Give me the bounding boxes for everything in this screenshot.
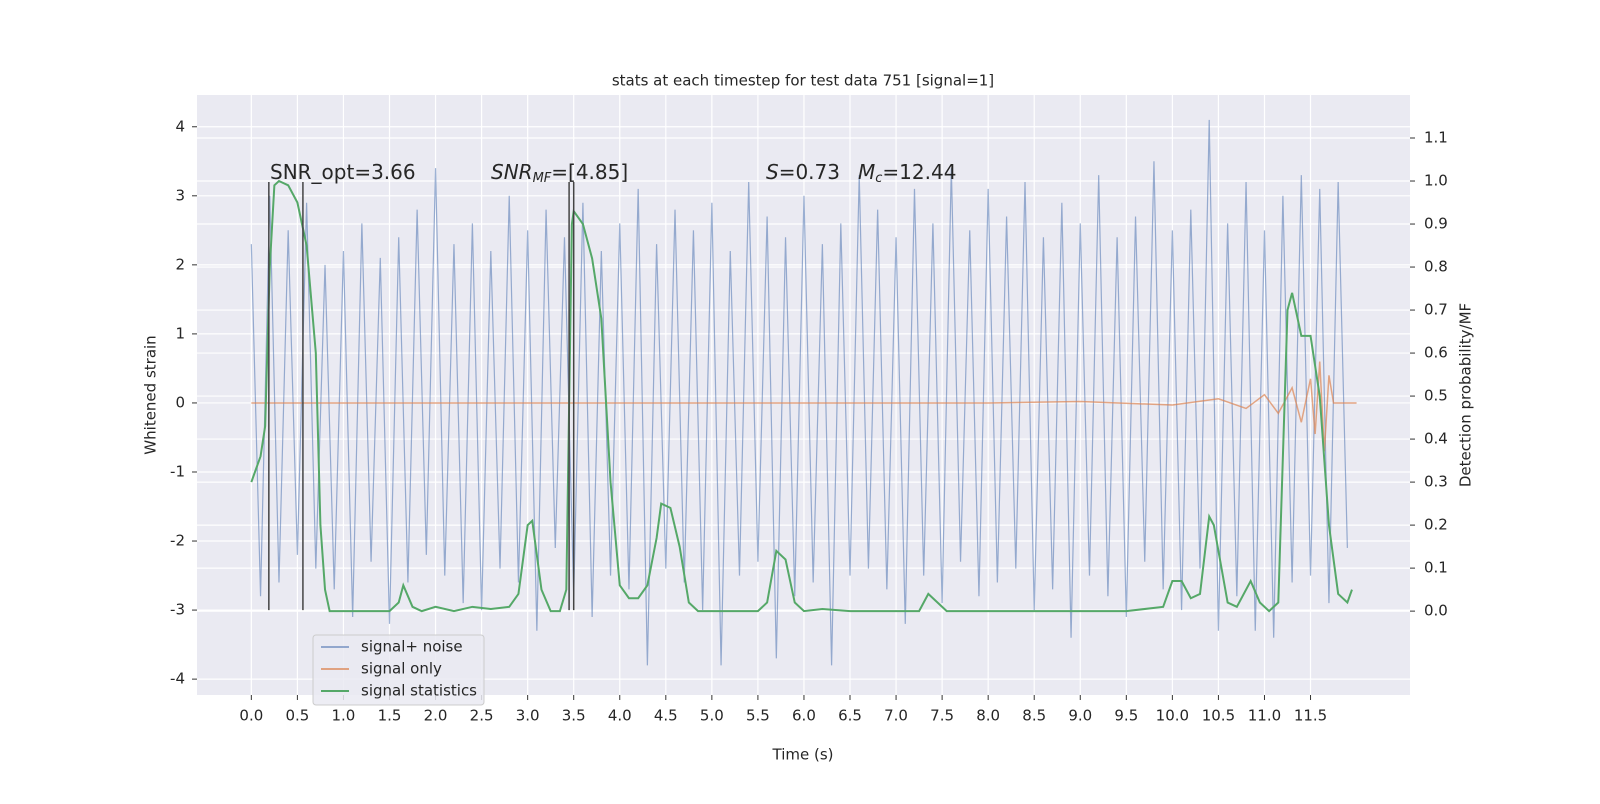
x-tick-label: 10.5 [1202,707,1235,725]
y-tick-label: -2 [170,532,185,550]
annotation-sub: c [875,171,882,186]
y2-tick-label: 0.4 [1424,430,1448,448]
y-tick-label: 2 [175,255,185,273]
x-tick-label: 9.5 [1114,707,1138,725]
y2-tick-label: 0.3 [1424,473,1448,491]
x-tick-label: 3.0 [516,707,540,725]
y2-tick-label: 0.2 [1424,516,1448,534]
annotation: S=0.73 [766,160,840,184]
x-tick-label: 2.0 [424,707,448,725]
y-tick-label: 3 [175,186,185,204]
x-tick-label: 1.0 [332,707,356,725]
y2-tick-label: 0.1 [1424,559,1448,577]
y-tick-label: -1 [170,462,185,480]
y2-tick-label: 0.9 [1424,215,1448,233]
annotation: SNRMF=[4.85] [491,160,628,186]
x-axis-label: Time (s) [772,746,834,764]
x-tick-label: 3.5 [562,707,586,725]
annotation: SNR_opt=3.66 [270,160,416,184]
legend-label: signal only [361,660,442,678]
series-line [250,119,1348,666]
x-tick-label: 7.5 [930,707,954,725]
x-tick-label: 6.0 [792,707,816,725]
x-tick-label: 5.5 [746,707,770,725]
x-tick-label: 6.5 [838,707,862,725]
chart-title: stats at each timestep for test data 751… [612,72,994,90]
x-tick-label: 0.5 [285,707,309,725]
x-tick-label: 9.0 [1068,707,1092,725]
y2-tick-label: 1.1 [1424,129,1448,147]
y-tick-label: 4 [175,117,185,135]
y2-tick-label: 1.0 [1424,172,1448,190]
y-tick-label: 1 [175,324,185,342]
y2-tick-label: 0.6 [1424,344,1448,362]
x-tick-label: 0.0 [239,707,263,725]
annotation-base: S [766,160,779,184]
y-tick-label: -4 [170,670,185,688]
y2-tick-label: 0.8 [1424,258,1448,276]
x-tick-label: 2.5 [470,707,494,725]
x-tick-label: 7.0 [884,707,908,725]
y2-tick-label: 0.0 [1424,602,1448,620]
x-tick-label: 5.0 [700,707,724,725]
annotation-rest: =0.73 [779,160,840,184]
x-tick-label: 11.5 [1294,707,1327,725]
series-line [250,179,1353,613]
x-tick-label: 10.0 [1156,707,1189,725]
annotation-base: M [858,160,875,184]
y-tick-label: -3 [170,601,185,619]
annotation-base: SNR_opt=3.66 [270,160,416,184]
x-tick-label: 8.0 [976,707,1000,725]
y2-tick-label: 0.5 [1424,387,1448,405]
x-tick-label: 4.5 [654,707,678,725]
legend-box [312,634,485,706]
x-tick-label: 4.0 [608,707,632,725]
x-tick-label: 1.5 [378,707,402,725]
y-tick-label: 0 [175,393,185,411]
annotation-rest: =12.44 [882,160,956,184]
annotation-base: SNR [491,160,533,184]
y-axis-label: Whitened strain [142,335,160,454]
y2-tick-label: 0.7 [1424,301,1448,319]
annotation-sub: MF [533,171,552,186]
y2-axis-label: Detection probability/MF [1457,303,1475,487]
legend-label: signal+ noise [361,638,463,656]
annotation-rest: =[4.85] [551,160,628,184]
legend-label: signal statistics [361,682,477,700]
annotation: Mc=12.44 [858,160,956,186]
x-tick-label: 8.5 [1022,707,1046,725]
x-tick-label: 11.0 [1248,707,1281,725]
